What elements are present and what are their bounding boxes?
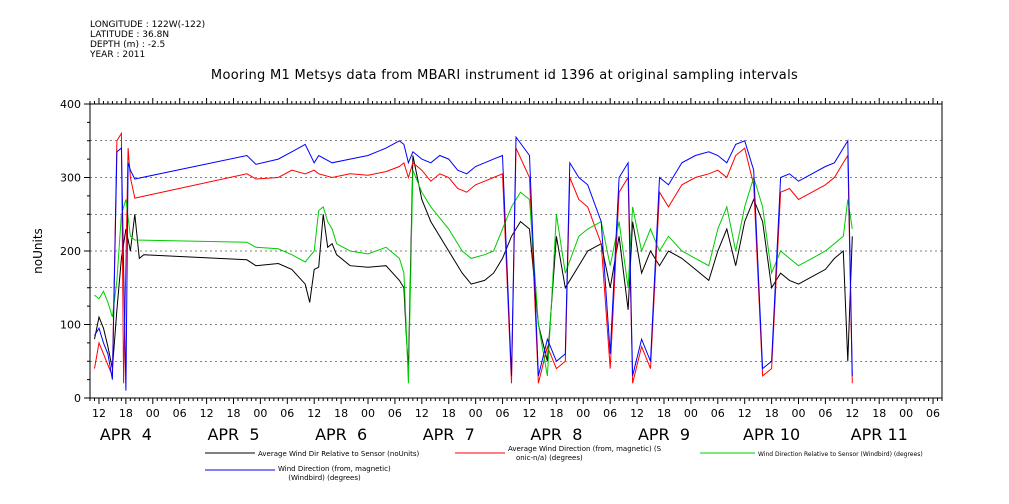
legend-label: Average Wind Dir Relative to Sensor (noU… [258,450,419,458]
longitude-text: LONGITUDE : 122W(-122) [90,20,206,30]
x-hour-label: 12 [200,407,214,420]
x-hour-label: 00 [469,407,483,420]
x-hour-label: 12 [522,407,536,420]
x-day-label: APR 5 [207,425,259,444]
x-hour-label: 00 [253,407,267,420]
x-day-label: APR 8 [530,425,582,444]
legend-label: Average Wind Direction (from, magnetic) … [508,445,662,462]
series-line-1 [94,155,853,369]
x-hour-label: 12 [630,407,644,420]
x-hour-label: 00 [361,407,375,420]
year-text: YEAR : 2011 [90,50,146,60]
y-tick-label: 400 [60,98,81,111]
y-tick-label: 100 [60,319,81,332]
x-hour-label: 00 [792,407,806,420]
legend: Average Wind Dir Relative to Sensor (noU… [205,445,923,482]
x-day-label: APR 10 [743,425,800,444]
x-hour-label: 12 [738,407,752,420]
x-hour-label: 06 [926,407,940,420]
x-hour-label: 18 [119,407,133,420]
x-hour-label: 06 [280,407,294,420]
y-axis-label: noUnits [31,228,45,274]
x-hour-label: 12 [307,407,321,420]
series-line-4 [94,135,853,391]
latitude-text: LATITUDE : 36.8N [90,30,170,40]
y-tick-label: 200 [60,245,81,258]
x-day-label: APR 9 [638,425,690,444]
chart-title: Mooring M1 Metsys data from MBARI instru… [210,68,799,83]
metadata-block: LONGITUDE : 122W(-122) LATITUDE : 36.8N … [90,20,205,60]
x-hour-label: 18 [226,407,240,420]
x-hour-label: 06 [711,407,725,420]
x-hour-label: 18 [765,407,779,420]
x-hour-label: 12 [845,407,859,420]
x-hour-label: 00 [146,407,160,420]
x-day-label: APR 6 [315,425,367,444]
y-tick-label: 300 [60,172,81,185]
x-hour-label: 00 [684,407,698,420]
x-hour-label: 00 [576,407,590,420]
x-hour-label: 18 [442,407,456,420]
legend-label: Wind Direction Relative to Sensor (Windb… [758,451,923,458]
depth-text: DEPTH (m) : -2.5 [90,40,166,50]
series-line-3 [94,170,853,384]
x-hour-label: 18 [334,407,348,420]
x-hour-label: 06 [173,407,187,420]
x-hour-label: 18 [872,407,886,420]
y-tick-label: 0 [74,392,81,405]
x-hour-label: 12 [92,407,106,420]
legend-label: Wind Direction (from, magnetic) (Windbir… [278,465,391,482]
x-day-label: APR 4 [100,425,152,444]
x-hour-label: 06 [496,407,510,420]
axes: 0 100 200 300 400 12 18 00 06 12 18 00 06 12 18 00 06 12 1… [60,98,943,444]
x-hour-label: 06 [603,407,617,420]
x-day-label: APR 7 [423,425,475,444]
x-hour-label: 06 [818,407,832,420]
x-day-label: APR 11 [851,425,908,444]
x-hour-label: 18 [549,407,563,420]
grid [90,140,942,362]
series-group [94,131,853,391]
x-hour-label: 12 [415,407,429,420]
x-hour-label: 00 [899,407,913,420]
x-hour-label: 18 [657,407,671,420]
x-hour-label: 06 [388,407,402,420]
